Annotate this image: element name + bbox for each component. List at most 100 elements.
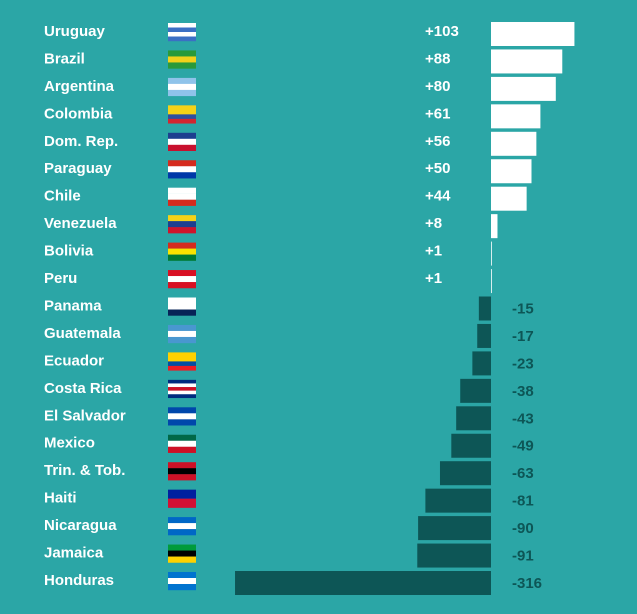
flag-stripe bbox=[168, 50, 196, 57]
value-label: -90 bbox=[512, 520, 534, 537]
bar bbox=[491, 76, 556, 101]
flag-stripe bbox=[168, 387, 196, 391]
flag-stripe bbox=[168, 529, 196, 536]
flag-stripe bbox=[168, 193, 196, 200]
country-label: Dom. Rep. bbox=[44, 133, 118, 150]
bar bbox=[235, 571, 491, 595]
bar bbox=[418, 516, 491, 541]
bar bbox=[478, 296, 491, 321]
flag-stripe bbox=[168, 77, 196, 85]
flag-stripe bbox=[168, 383, 196, 388]
value-label: +80 bbox=[425, 78, 450, 95]
flag-stripe bbox=[168, 440, 196, 447]
value-label: -316 bbox=[512, 575, 542, 592]
flag-stripe bbox=[168, 434, 196, 441]
country-label: Uruguay bbox=[44, 23, 106, 40]
flag-stripe bbox=[168, 227, 196, 234]
country-label: Bolivia bbox=[44, 243, 94, 260]
flag-stripe bbox=[168, 324, 196, 332]
flag-stripe bbox=[168, 446, 196, 453]
country-label: Peru bbox=[44, 270, 77, 287]
flag-stripe bbox=[168, 215, 196, 222]
country-label: Nicaragua bbox=[44, 517, 117, 534]
value-label: +56 bbox=[425, 133, 450, 150]
flag-stripe bbox=[168, 276, 196, 283]
country-label: Panama bbox=[44, 297, 102, 314]
bar bbox=[472, 351, 491, 376]
flag-stripe bbox=[168, 254, 196, 261]
value-label: -91 bbox=[512, 548, 534, 565]
country-label: Haiti bbox=[44, 490, 77, 507]
flag-stripe bbox=[168, 394, 196, 399]
flag-stripe bbox=[168, 221, 196, 228]
flag-stripe bbox=[168, 474, 196, 481]
country-label: Chile bbox=[44, 188, 81, 205]
bar bbox=[491, 131, 537, 156]
value-label: -81 bbox=[512, 493, 534, 510]
flag-stripe bbox=[168, 336, 196, 344]
bar bbox=[451, 433, 491, 458]
flag-stripe bbox=[168, 248, 196, 255]
bar bbox=[477, 323, 491, 348]
flag-stripe bbox=[168, 282, 196, 289]
flag-stripe bbox=[168, 83, 196, 91]
flag-stripe bbox=[168, 556, 196, 563]
flag-stripe bbox=[168, 138, 196, 145]
country-label: El Salvador bbox=[44, 407, 126, 424]
flag-stripe bbox=[168, 390, 196, 395]
bar bbox=[417, 543, 491, 568]
flag-stripe bbox=[168, 352, 196, 358]
flag-stripe bbox=[168, 32, 196, 37]
country-label: Ecuador bbox=[44, 352, 104, 369]
value-label: +103 bbox=[425, 23, 459, 40]
bar bbox=[491, 241, 492, 266]
flag-stripe bbox=[168, 105, 196, 111]
flag-stripe bbox=[168, 27, 196, 33]
flag-stripe bbox=[168, 517, 196, 524]
flag-stripe bbox=[168, 23, 196, 28]
flag-stripe bbox=[168, 550, 196, 557]
value-label: +88 bbox=[425, 50, 450, 67]
bar bbox=[460, 378, 491, 403]
flag-stripe bbox=[168, 132, 196, 139]
country-label: Honduras bbox=[44, 572, 114, 589]
flag-stripe bbox=[168, 56, 196, 63]
value-label: -63 bbox=[512, 465, 534, 482]
bar bbox=[491, 49, 563, 74]
country-label: Jamaica bbox=[44, 545, 104, 562]
country-label: Trin. & Tob. bbox=[44, 462, 125, 479]
country-label: Brazil bbox=[44, 50, 85, 67]
value-label: -17 bbox=[512, 328, 534, 345]
bar bbox=[491, 22, 575, 46]
flag-stripe bbox=[168, 297, 196, 304]
flag-stripe bbox=[168, 199, 196, 206]
value-label: -43 bbox=[512, 410, 534, 427]
flag-stripe bbox=[168, 303, 196, 310]
bar bbox=[491, 269, 492, 294]
flag-stripe bbox=[168, 172, 196, 179]
flag-stripe bbox=[168, 407, 196, 414]
country-label: Argentina bbox=[44, 78, 115, 95]
flag-stripe bbox=[168, 361, 196, 367]
flag-stripe bbox=[168, 578, 196, 585]
flag-stripe bbox=[168, 309, 196, 316]
flag-stripe bbox=[168, 270, 196, 277]
flag-stripe bbox=[168, 544, 196, 551]
flag-stripe bbox=[168, 187, 196, 194]
value-label: -38 bbox=[512, 383, 534, 400]
bar bbox=[456, 406, 491, 431]
country-label: Costa Rica bbox=[44, 380, 122, 397]
country-label: Guatemala bbox=[44, 325, 121, 342]
value-label: +1 bbox=[425, 270, 442, 287]
value-label: +50 bbox=[425, 160, 450, 177]
bar bbox=[491, 104, 541, 129]
country-label: Colombia bbox=[44, 105, 113, 122]
value-label: +44 bbox=[425, 188, 451, 205]
bar bbox=[439, 461, 491, 486]
flag-stripe bbox=[168, 160, 196, 167]
flag-stripe bbox=[168, 62, 196, 69]
flag-stripe bbox=[168, 89, 196, 97]
country-label: Venezuela bbox=[44, 215, 117, 232]
flag-stripe bbox=[168, 489, 196, 499]
